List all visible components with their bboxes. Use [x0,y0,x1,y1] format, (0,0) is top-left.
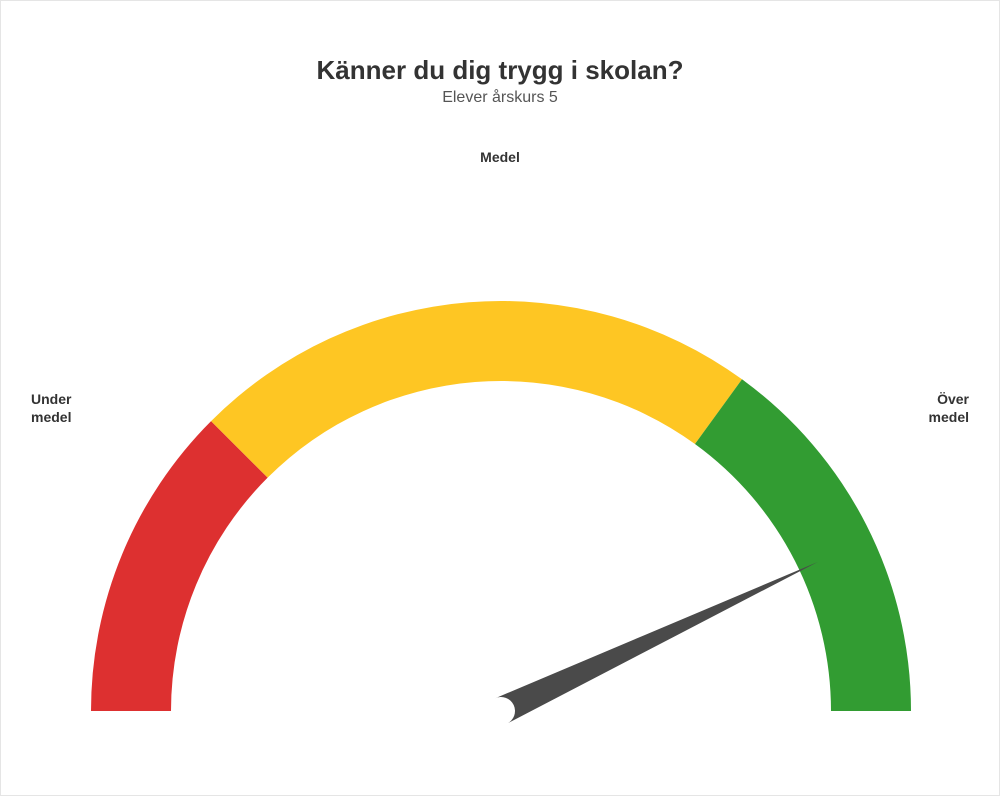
segment-label-medel: Medel [1,149,999,167]
gauge-segment [91,421,268,711]
gauge-container [1,151,999,776]
segment-label-under-medel: Under medel [31,391,121,426]
gauge-card: Känner du dig trygg i skolan? Elever års… [0,0,1000,796]
gauge-chart [1,151,1000,771]
chart-title: Känner du dig trygg i skolan? [1,55,999,86]
gauge-segment [695,379,911,711]
gauge-needle [495,562,818,724]
segment-label-over-medel: Över medel [879,391,969,426]
gauge-segment [211,301,742,478]
chart-subtitle: Elever årskurs 5 [1,89,999,107]
